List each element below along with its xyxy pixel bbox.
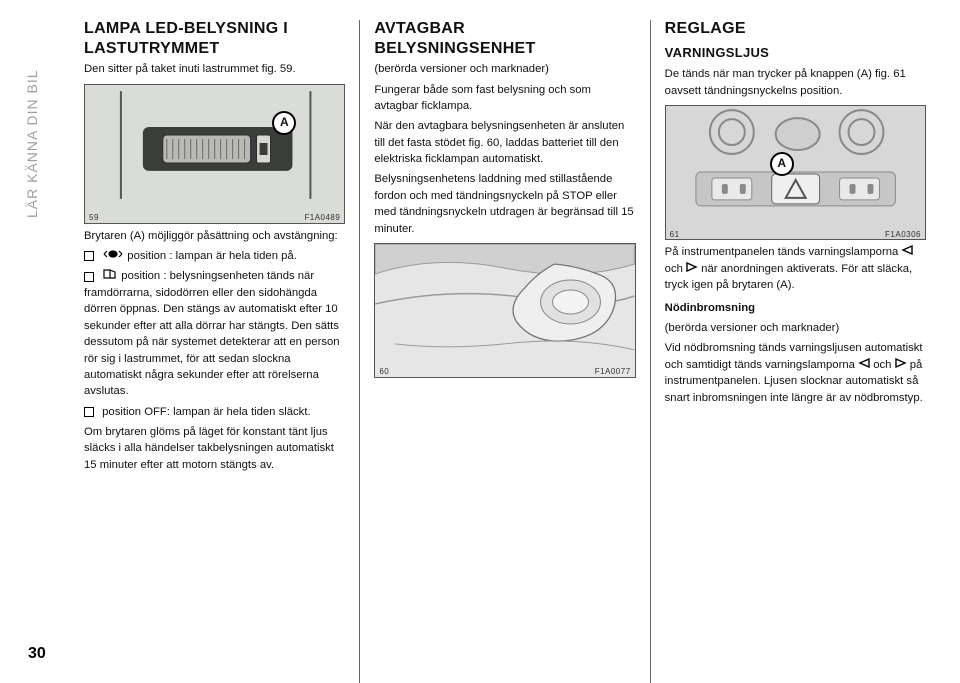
col1-p1: Den sitter på taket inuti lastrummet fig… (84, 61, 345, 77)
col3-subheading: VARNINGSLJUS (665, 44, 926, 63)
figure-59-badge-label: A (280, 114, 289, 131)
door-open-icon (102, 268, 118, 284)
figure-60: 60 F1A0077 (374, 243, 635, 378)
col1-bullet-2: position : belysningsenheten tänds när f… (84, 268, 345, 399)
section-tab-label: LÄR KÄNNA DIN BIL (24, 70, 40, 219)
col1-heading-line2: LASTUTRYMMET (84, 40, 345, 58)
left-indicator-icon (901, 244, 913, 260)
col3-p2: På instrumentpanelen tänds varningslampo… (665, 244, 926, 293)
col3-p3: (berörda versioner och marknader) (665, 320, 926, 336)
col1-bullet-1-text: position : lampan är hela tiden på. (127, 250, 297, 262)
figure-60-code: F1A0077 (595, 366, 631, 378)
col2-heading-line2: BELYSNINGSENHET (374, 40, 635, 58)
figure-61: A 61 F1A0306 (665, 105, 926, 240)
figure-59-svg (85, 85, 344, 205)
left-indicator-icon (858, 357, 870, 373)
col3-p4b: och (873, 359, 894, 371)
always-on-icon (102, 248, 124, 264)
col2-p3: När den avtagbara belysningsenheten är a… (374, 118, 635, 167)
figure-59-num: 59 (89, 212, 99, 224)
col1-bullet-1: position : lampan är hela tiden på. (84, 248, 345, 265)
figure-59-code: F1A0489 (304, 212, 340, 224)
col3-p2b: och (665, 263, 686, 275)
figure-59: A 59 F1A0489 (84, 84, 345, 224)
page-number: 30 (28, 645, 46, 663)
col2-p4: Belysningsenhetens laddning med stillast… (374, 171, 635, 237)
col3-h3: Nödinbromsning (665, 300, 926, 316)
column-1: LAMPA LED-BELYSNING I LASTUTRYMMET Den s… (70, 20, 359, 683)
col1-bullet-3-text: position OFF: lampan är hela tiden släck… (102, 406, 310, 418)
col3-p1: De tänds när man trycker på knappen (A) … (665, 66, 926, 99)
figure-61-badge-label: A (777, 155, 786, 172)
figure-59-caption: 59 F1A0489 (85, 210, 344, 224)
manual-page: LÄR KÄNNA DIN BIL 30 LAMPA LED-BELYSNING… (0, 0, 960, 683)
col3-p4: Vid nödbromsning tänds varningsljusen au… (665, 340, 926, 406)
col2-p1: (berörda versioner och marknader) (374, 61, 635, 77)
col3-p2a: På instrumentpanelen tänds varningslampo… (665, 246, 902, 258)
figure-60-svg (375, 244, 634, 359)
figure-61-badge: A (770, 152, 794, 176)
col2-p2: Fungerar både som fast belysning och som… (374, 82, 635, 115)
col2-heading-line1: AVTAGBAR (374, 20, 635, 38)
square-bullet-icon (84, 272, 94, 282)
col3-p2c: när anordningen aktiverats. För att släc… (665, 263, 912, 291)
figure-60-num: 60 (379, 366, 389, 378)
col1-p3: Om brytaren glöms på läget för konstant … (84, 424, 345, 473)
right-indicator-icon (686, 261, 698, 277)
column-2: AVTAGBAR BELYSNINGSENHET (berörda versio… (359, 20, 649, 683)
figure-61-code: F1A0306 (885, 229, 921, 241)
col1-bullet-3: position OFF: lampan är hela tiden släck… (84, 404, 345, 420)
square-bullet-icon (84, 251, 94, 261)
figure-61-svg (666, 106, 925, 221)
square-bullet-icon (84, 407, 94, 417)
col1-bullet-2-text: position : belysningsenheten tänds när f… (84, 271, 340, 398)
right-indicator-icon (895, 357, 907, 373)
section-tab: LÄR KÄNNA DIN BIL (24, 70, 40, 219)
figure-60-caption: 60 F1A0077 (375, 364, 634, 378)
col3-heading: REGLAGE (665, 20, 926, 38)
figure-61-num: 61 (670, 229, 680, 241)
figure-59-badge: A (272, 111, 296, 135)
col1-p2: Brytaren (A) möjliggör påsättning och av… (84, 228, 345, 244)
column-3: REGLAGE VARNINGSLJUS De tänds när man tr… (650, 20, 940, 683)
figure-61-caption: 61 F1A0306 (666, 227, 925, 241)
columns: LAMPA LED-BELYSNING I LASTUTRYMMET Den s… (70, 20, 940, 683)
col1-heading-line1: LAMPA LED-BELYSNING I (84, 20, 345, 38)
